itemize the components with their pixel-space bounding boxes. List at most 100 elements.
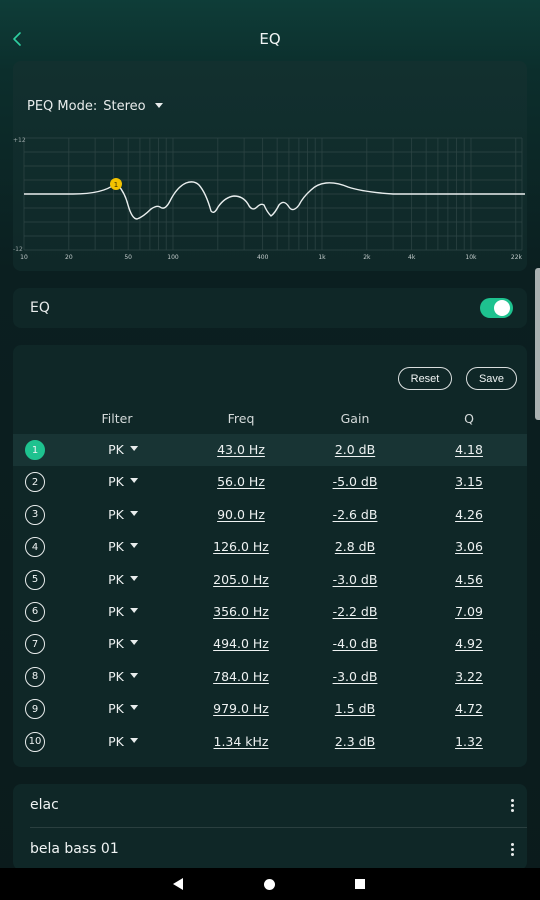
band-1-marker-label: 1 bbox=[114, 181, 118, 189]
eq-toggle-card: EQ bbox=[13, 288, 527, 328]
gain-value[interactable]: -2.6 dB bbox=[332, 506, 378, 522]
band-row[interactable]: 2 PK 56.0 Hz -5.0 dB 3.15 bbox=[13, 466, 527, 498]
band-index-badge[interactable]: 4 bbox=[25, 537, 45, 558]
system-nav-bar bbox=[0, 868, 540, 900]
filter-type-dropdown[interactable]: PK bbox=[108, 669, 138, 684]
gain-value[interactable]: 2.3 dB bbox=[334, 733, 376, 749]
freq-value[interactable]: 356.0 Hz bbox=[213, 603, 269, 619]
filter-type-value: PK bbox=[108, 603, 124, 619]
filter-type-dropdown[interactable]: PK bbox=[108, 539, 138, 554]
freq-value[interactable]: 43.0 Hz bbox=[217, 442, 265, 457]
square-recents-icon[interactable] bbox=[355, 879, 365, 889]
band-index-badge[interactable]: 5 bbox=[25, 569, 45, 590]
gain-value[interactable]: 2.8 dB bbox=[334, 539, 376, 555]
back-button[interactable] bbox=[6, 26, 28, 52]
band-index-badge[interactable]: 3 bbox=[25, 504, 45, 525]
filter-type-dropdown[interactable]: PK bbox=[108, 507, 138, 522]
band-index-badge[interactable]: 9 bbox=[25, 699, 45, 720]
freq-value[interactable]: 1.34 kHz bbox=[213, 733, 269, 749]
preset-name: elac bbox=[30, 797, 59, 813]
freq-value[interactable]: 494.0 Hz bbox=[213, 636, 269, 652]
gain-value[interactable]: -3.0 dB bbox=[332, 571, 378, 587]
freq-value[interactable]: 205.0 Hz bbox=[213, 571, 269, 587]
x-tick-label: 100 bbox=[167, 254, 179, 261]
q-value[interactable]: 4.18 bbox=[455, 442, 483, 457]
band-row[interactable]: 10 PK 1.34 kHz 2.3 dB 1.32 bbox=[13, 726, 527, 758]
caret-down-icon bbox=[129, 607, 138, 613]
q-value[interactable]: 1.32 bbox=[455, 733, 483, 749]
band-row[interactable]: 1 PK 43.0 Hz 2.0 dB 4.18 bbox=[13, 434, 527, 467]
filter-type-dropdown[interactable]: PK bbox=[108, 474, 138, 489]
x-tick-label: 10 bbox=[20, 254, 28, 261]
preset-item-elac[interactable]: elac bbox=[13, 784, 527, 828]
circle-home-icon[interactable] bbox=[264, 879, 275, 890]
peq-mode-selector[interactable]: PEQ Mode: Stereo bbox=[27, 99, 163, 114]
q-value[interactable]: 4.72 bbox=[455, 701, 483, 717]
more-options-button[interactable] bbox=[507, 795, 517, 815]
caret-down-icon bbox=[154, 103, 163, 108]
band-index-badge[interactable]: 1 bbox=[25, 440, 45, 460]
q-value[interactable]: 4.26 bbox=[455, 506, 483, 522]
eq-toggle-switch[interactable] bbox=[480, 298, 513, 318]
freq-value[interactable]: 979.0 Hz bbox=[213, 701, 269, 717]
filter-type-dropdown[interactable]: PK bbox=[108, 701, 138, 716]
gain-value[interactable]: 1.5 dB bbox=[334, 701, 376, 717]
band-row[interactable]: 7 PK 494.0 Hz -4.0 dB 4.92 bbox=[13, 628, 527, 660]
freq-value[interactable]: 56.0 Hz bbox=[217, 474, 265, 490]
triangle-back-icon[interactable] bbox=[173, 878, 183, 890]
q-value[interactable]: 4.92 bbox=[455, 636, 483, 652]
preset-item-bela-bass-01[interactable]: bela bass 01 bbox=[13, 828, 527, 871]
gain-value[interactable]: -3.0 dB bbox=[332, 668, 378, 684]
filter-type-dropdown[interactable]: PK bbox=[108, 734, 138, 749]
filter-type-value: PK bbox=[108, 442, 124, 457]
filter-type-value: PK bbox=[108, 506, 124, 522]
q-value[interactable]: 7.09 bbox=[455, 603, 483, 619]
toggle-knob bbox=[494, 300, 510, 316]
filter-type-dropdown[interactable]: PK bbox=[108, 572, 138, 587]
caret-down-icon bbox=[129, 446, 138, 451]
scrollbar-handle[interactable] bbox=[535, 268, 540, 420]
freq-value[interactable]: 90.0 Hz bbox=[217, 506, 265, 522]
filter-type-dropdown[interactable]: PK bbox=[108, 636, 138, 651]
bands-card: Reset Save Filter Freq Gain Q 1 PK 43.0 Hz… bbox=[13, 345, 527, 767]
band-row[interactable]: 6 PK 356.0 Hz -2.2 dB 7.09 bbox=[13, 596, 527, 628]
column-header-gain: Gain bbox=[340, 411, 370, 426]
save-button[interactable]: Save bbox=[466, 367, 517, 390]
q-value[interactable]: 4.56 bbox=[455, 571, 483, 587]
x-tick-label: 2k bbox=[363, 254, 371, 261]
q-value[interactable]: 3.22 bbox=[455, 668, 483, 684]
band-1-marker[interactable]: 1 bbox=[110, 178, 122, 190]
filter-type-dropdown[interactable]: PK bbox=[108, 442, 138, 457]
q-value[interactable]: 3.06 bbox=[455, 539, 483, 555]
gain-value[interactable]: -2.2 dB bbox=[332, 603, 378, 619]
band-index-badge[interactable]: 10 bbox=[25, 731, 45, 752]
more-options-button[interactable] bbox=[507, 839, 517, 859]
gain-value[interactable]: -5.0 dB bbox=[332, 474, 378, 490]
band-row[interactable]: 5 PK 205.0 Hz -3.0 dB 4.56 bbox=[13, 564, 527, 596]
freq-value[interactable]: 126.0 Hz bbox=[213, 539, 269, 555]
band-row[interactable]: 9 PK 979.0 Hz 1.5 dB 4.72 bbox=[13, 693, 527, 725]
gain-value[interactable]: -4.0 dB bbox=[332, 636, 378, 652]
peq-mode-value: Stereo bbox=[103, 99, 146, 114]
eq-response-graph[interactable]: +12 -12 10 20 50 100 400 1k 2k 4k 10k 22k 1 bbox=[13, 133, 527, 263]
reset-button[interactable]: Reset bbox=[398, 367, 452, 390]
q-value[interactable]: 3.15 bbox=[455, 474, 483, 490]
chevron-left-icon bbox=[13, 32, 21, 46]
band-index-badge[interactable]: 2 bbox=[25, 472, 45, 493]
band-index-badge[interactable]: 8 bbox=[25, 666, 45, 687]
x-tick-label: 1k bbox=[318, 254, 326, 261]
filter-type-dropdown[interactable]: PK bbox=[108, 604, 138, 619]
caret-down-icon bbox=[129, 510, 138, 516]
caret-down-icon bbox=[129, 640, 138, 646]
caret-down-icon bbox=[129, 575, 138, 581]
filter-type-value: PK bbox=[108, 474, 124, 490]
band-row[interactable]: 8 PK 784.0 Hz -3.0 dB 3.22 bbox=[13, 661, 527, 693]
gain-value[interactable]: 2.0 dB bbox=[334, 442, 376, 457]
filter-type-value: PK bbox=[108, 668, 124, 684]
band-row[interactable]: 3 PK 90.0 Hz -2.6 dB 4.26 bbox=[13, 499, 527, 531]
band-row[interactable]: 4 PK 126.0 Hz 2.8 dB 3.06 bbox=[13, 531, 527, 563]
freq-value[interactable]: 784.0 Hz bbox=[213, 668, 269, 684]
filter-type-value: PK bbox=[108, 539, 124, 555]
band-index-badge[interactable]: 7 bbox=[25, 634, 45, 655]
band-index-badge[interactable]: 6 bbox=[25, 601, 45, 622]
